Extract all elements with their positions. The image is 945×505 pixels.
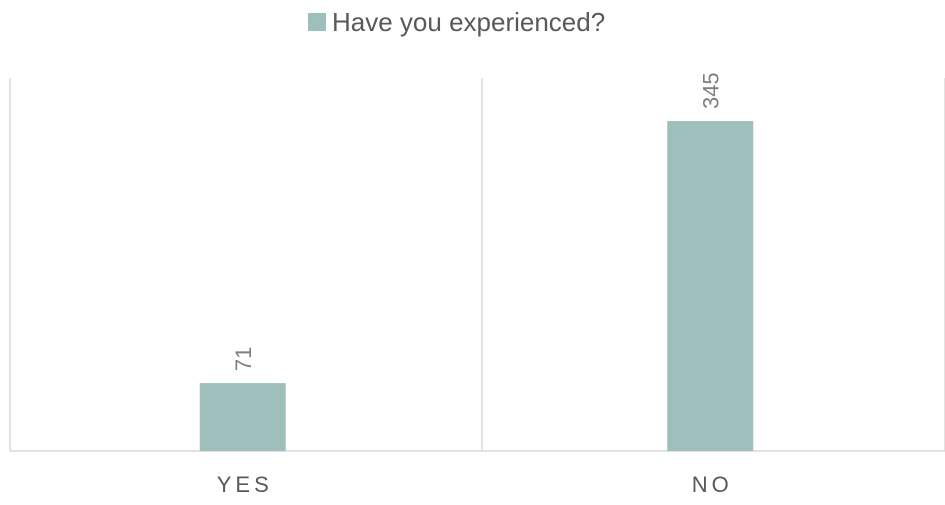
bar-yes	[199, 383, 286, 451]
category-labels-group: YES NO	[217, 472, 733, 497]
legend-swatch	[308, 13, 326, 31]
data-label-yes: 71	[231, 347, 256, 371]
category-label-no: NO	[692, 472, 733, 497]
bar-no	[667, 121, 754, 452]
legend-label: Have you experienced?	[332, 7, 605, 37]
data-labels-group: 71 345	[231, 72, 724, 371]
data-label-no: 345	[698, 72, 723, 109]
plot-frame	[9, 78, 945, 452]
bars-group	[199, 121, 754, 452]
legend: Have you experienced?	[308, 7, 605, 37]
category-label-yes: YES	[217, 472, 273, 497]
